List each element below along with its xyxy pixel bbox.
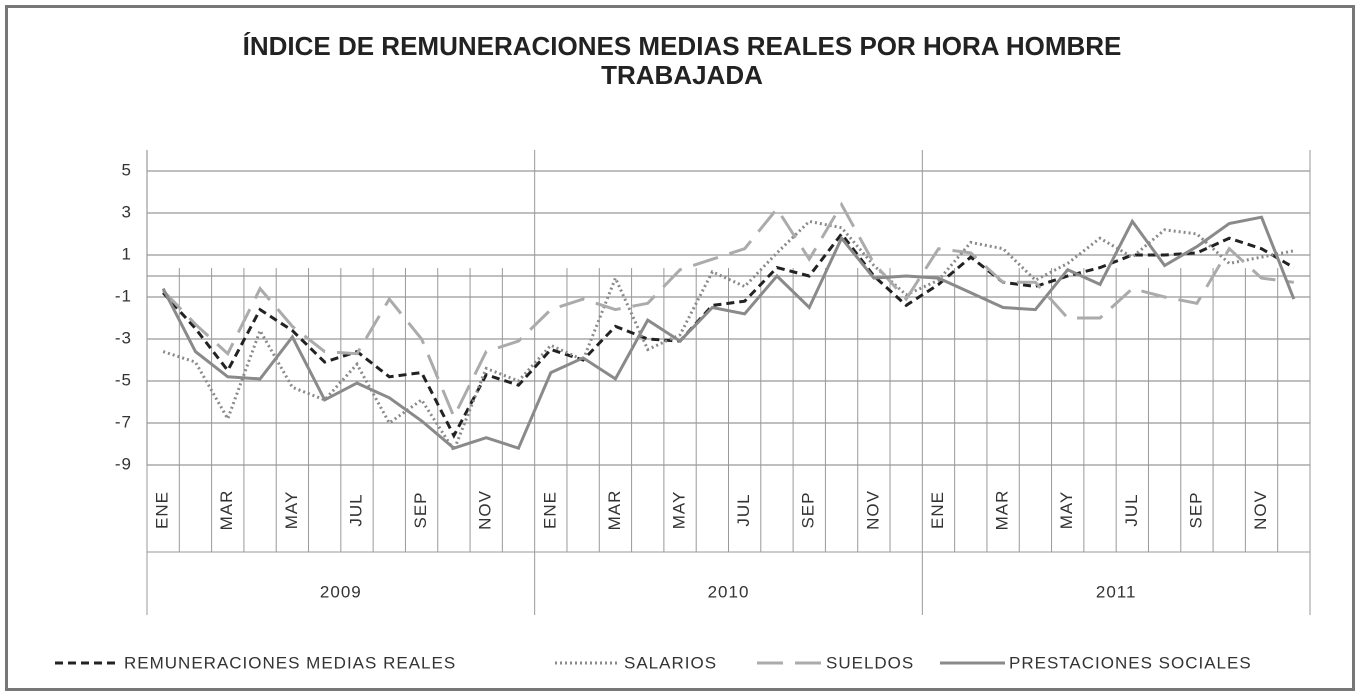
x-tick-label: JUL	[734, 493, 753, 526]
x-tick-label: SEP	[1186, 491, 1205, 528]
y-tick-label: -1	[115, 286, 132, 305]
x-tick-label: MAY	[282, 491, 301, 530]
x-tick-label: MAY	[670, 491, 689, 530]
x-tick-label: ENE	[928, 491, 947, 529]
x-tick-label: JUL	[1122, 493, 1141, 526]
x-tick-label: ENE	[540, 491, 559, 529]
y-tick-label: -7	[115, 412, 132, 431]
x-tick-label: NOV	[863, 490, 882, 530]
x-tick-label: ENE	[153, 491, 172, 529]
series-line	[162, 201, 1295, 421]
x-tick-label: SEP	[411, 491, 430, 528]
x-tick-label: MAR	[993, 490, 1012, 531]
x-tick-label: NOV	[476, 490, 495, 530]
x-tick-label: JUL	[346, 493, 365, 526]
group-label: 2011	[1096, 582, 1137, 601]
chart-title: ÍNDICE DE REMUNERACIONES MEDIAS REALES P…	[242, 31, 1122, 90]
y-tick-label: -9	[115, 454, 132, 473]
y-tick-label: 1	[122, 244, 132, 263]
legend-label: REMUNERACIONES MEDIAS REALES	[124, 653, 456, 672]
group-label: 2009	[320, 582, 362, 601]
y-tick-label: 5	[122, 160, 132, 179]
series-line	[161, 215, 1296, 451]
x-tick-label: SEP	[799, 491, 818, 528]
group-label: 2010	[708, 582, 750, 601]
x-tick-label: MAR	[217, 490, 236, 531]
legend-label: SUELDOS	[826, 653, 914, 672]
y-tick-label: 3	[122, 202, 132, 221]
legend-label: SALARIOS	[624, 653, 717, 672]
chart-frame	[5, 5, 1355, 691]
x-tick-label: NOV	[1251, 490, 1270, 530]
legend-label: PRESTACIONES SOCIALES	[1009, 653, 1252, 672]
x-tick-label: MAY	[1057, 491, 1076, 530]
y-tick-label: -3	[115, 328, 132, 347]
series-line	[162, 231, 1295, 439]
x-tick-label: MAR	[605, 490, 624, 531]
y-tick-label: -5	[115, 370, 132, 389]
